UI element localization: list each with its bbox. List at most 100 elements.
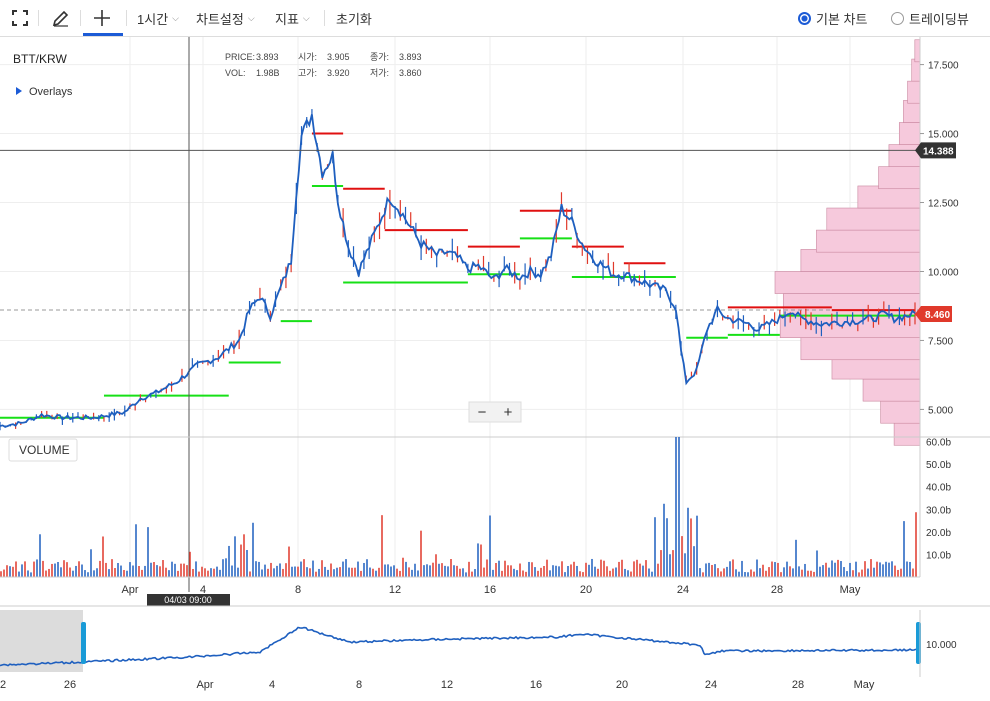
price-tick-label: 12.500 <box>928 199 959 210</box>
low-info-label: 저가: <box>370 68 389 78</box>
time-tick-label: 4 <box>200 584 206 596</box>
symbol-label: BTT/KRW <box>13 52 67 66</box>
basic-chart-radio[interactable]: 기본 차트 <box>798 0 867 36</box>
profile-bar <box>826 207 921 231</box>
chart-settings-dropdown[interactable]: 차트설정 ⌵ <box>196 0 255 36</box>
time-tick-label: Apr <box>121 584 138 596</box>
high-info-label: 고가: <box>298 68 317 78</box>
ohlc-info: PRICE: 3.893 시가: 3.905 종가: 3.893 VOL: 1.… <box>225 52 422 78</box>
open-info-value: 3.905 <box>327 52 350 62</box>
chevron-down-icon: ⌵ <box>302 12 310 23</box>
volume-tick-label: 50.0b <box>926 460 951 471</box>
time-tick-label: 28 <box>771 584 783 596</box>
profile-bar <box>880 400 921 424</box>
navigator-left-handle[interactable] <box>81 622 86 664</box>
chevron-down-icon: ⌵ <box>247 12 255 23</box>
overlays-toggle[interactable]: Overlays <box>29 86 73 98</box>
price-tick-label: 17.500 <box>928 61 959 72</box>
profile-bar <box>857 185 921 209</box>
reset-label: 초기화 <box>336 11 372 27</box>
high-info-value: 3.920 <box>327 68 350 78</box>
zoom-controls-bg <box>468 401 522 423</box>
fullscreen-icon[interactable] <box>12 0 28 36</box>
navigator-tick-label: May <box>854 679 875 691</box>
radio-selected-icon <box>798 11 811 25</box>
price-chart[interactable]: BTT/KRW Overlays PRICE: 3.893 시가: 3.905 … <box>0 37 990 701</box>
profile-bar <box>888 144 921 167</box>
active-tool-indicator <box>83 33 123 36</box>
profile-bar <box>831 356 921 380</box>
profile-bar <box>878 166 921 190</box>
navigator-tick-label: 16 <box>530 679 542 691</box>
price-info-value: 3.893 <box>256 52 279 62</box>
volume-tick-label: 30.0b <box>926 505 951 516</box>
open-info-label: 시가: <box>298 52 317 62</box>
price-tick-label: 15.000 <box>928 130 959 141</box>
profile-bar <box>907 80 921 104</box>
navigator-price-tick: 10.000 <box>926 640 957 651</box>
profile-bar <box>903 100 921 123</box>
vol-info-label: VOL: <box>225 68 246 78</box>
zoom-out-button[interactable]: − <box>478 404 487 421</box>
crosshair-price-badge: 14.388 <box>915 142 956 159</box>
price-tick-label: 7.500 <box>928 336 953 347</box>
zoom-in-button[interactable]: + <box>504 404 513 421</box>
tradingview-label: 트레이딩뷰 <box>909 11 969 27</box>
navigator-time-axis: 2 26 Apr 4 8 12 16 20 24 28 May <box>0 679 875 691</box>
interval-dropdown[interactable]: 1시간 ⌵ <box>137 0 179 36</box>
volume-tick-label: 20.0b <box>926 528 951 539</box>
low-info-value: 3.860 <box>399 68 422 78</box>
volume-tick-label: 40.0b <box>926 483 951 494</box>
radio-unselected-icon <box>891 11 904 25</box>
interval-label: 1시간 <box>137 11 169 27</box>
time-tick-label: 8 <box>295 584 301 596</box>
basic-chart-label: 기본 차트 <box>816 11 868 27</box>
time-tick-label: 12 <box>389 584 401 596</box>
navigator-tick-label: Apr <box>196 679 213 691</box>
price-line <box>0 114 916 428</box>
chart-settings-label: 차트설정 <box>196 11 244 27</box>
last-price-badge: 8.460 <box>915 305 952 322</box>
navigator-tick-label: 24 <box>705 679 717 691</box>
profile-bar <box>911 58 921 82</box>
vol-info-value: 1.98B <box>256 68 280 78</box>
last-price-text: 8.460 <box>925 310 950 321</box>
volume-label-box <box>8 438 78 462</box>
navigator-mask <box>0 610 83 672</box>
chevron-down-icon: ⌵ <box>172 12 179 23</box>
reset-button[interactable]: 초기화 <box>336 0 372 36</box>
tradingview-radio[interactable]: 트레이딩뷰 <box>891 0 969 36</box>
toolbar: 1시간 ⌵ 차트설정 ⌵ 지표 ⌵ 초기화 기본 차트 트레이딩뷰 <box>0 0 990 37</box>
indicators-dropdown[interactable]: 지표 ⌵ <box>275 0 310 36</box>
volume-profile <box>774 39 921 446</box>
navigator-tick-label: 4 <box>269 679 275 691</box>
navigator-line <box>0 626 917 667</box>
profile-bar <box>800 337 921 361</box>
triangle-right-icon[interactable] <box>16 87 22 95</box>
crosshair-price-text: 14.388 <box>923 146 954 157</box>
time-tick-label: 20 <box>580 584 592 596</box>
navigator-tick-label: 28 <box>792 679 804 691</box>
volume-bars <box>0 437 917 577</box>
time-axis: Apr 4 8 12 16 20 24 28 May <box>121 584 860 596</box>
price-axis: 17.500 15.000 12.500 10.000 7.500 5.000 <box>920 61 959 416</box>
time-tick-label: May <box>840 584 861 596</box>
pencil-icon[interactable] <box>52 0 70 36</box>
profile-bar <box>862 378 921 402</box>
navigator-tick-label: 26 <box>64 679 76 691</box>
profile-bar <box>893 422 921 446</box>
time-tick-label: 16 <box>484 584 496 596</box>
volume-label: VOLUME <box>19 443 70 457</box>
grid <box>0 37 920 577</box>
price-tick-label: 10.000 <box>928 267 959 278</box>
price-info-label: PRICE: <box>225 52 255 62</box>
cursor-time-text: 04/03 09:00 <box>164 595 212 605</box>
price-tick-label: 5.000 <box>928 405 953 416</box>
navigator-tick-label: 2 <box>0 679 6 691</box>
zoom-controls: − + <box>468 401 522 423</box>
crosshair-icon[interactable] <box>93 0 111 36</box>
cursor-time-badge <box>147 594 230 606</box>
navigator-tick-label: 20 <box>616 679 628 691</box>
price-candles <box>0 109 916 431</box>
volume-tick-label: 60.0b <box>926 438 951 449</box>
